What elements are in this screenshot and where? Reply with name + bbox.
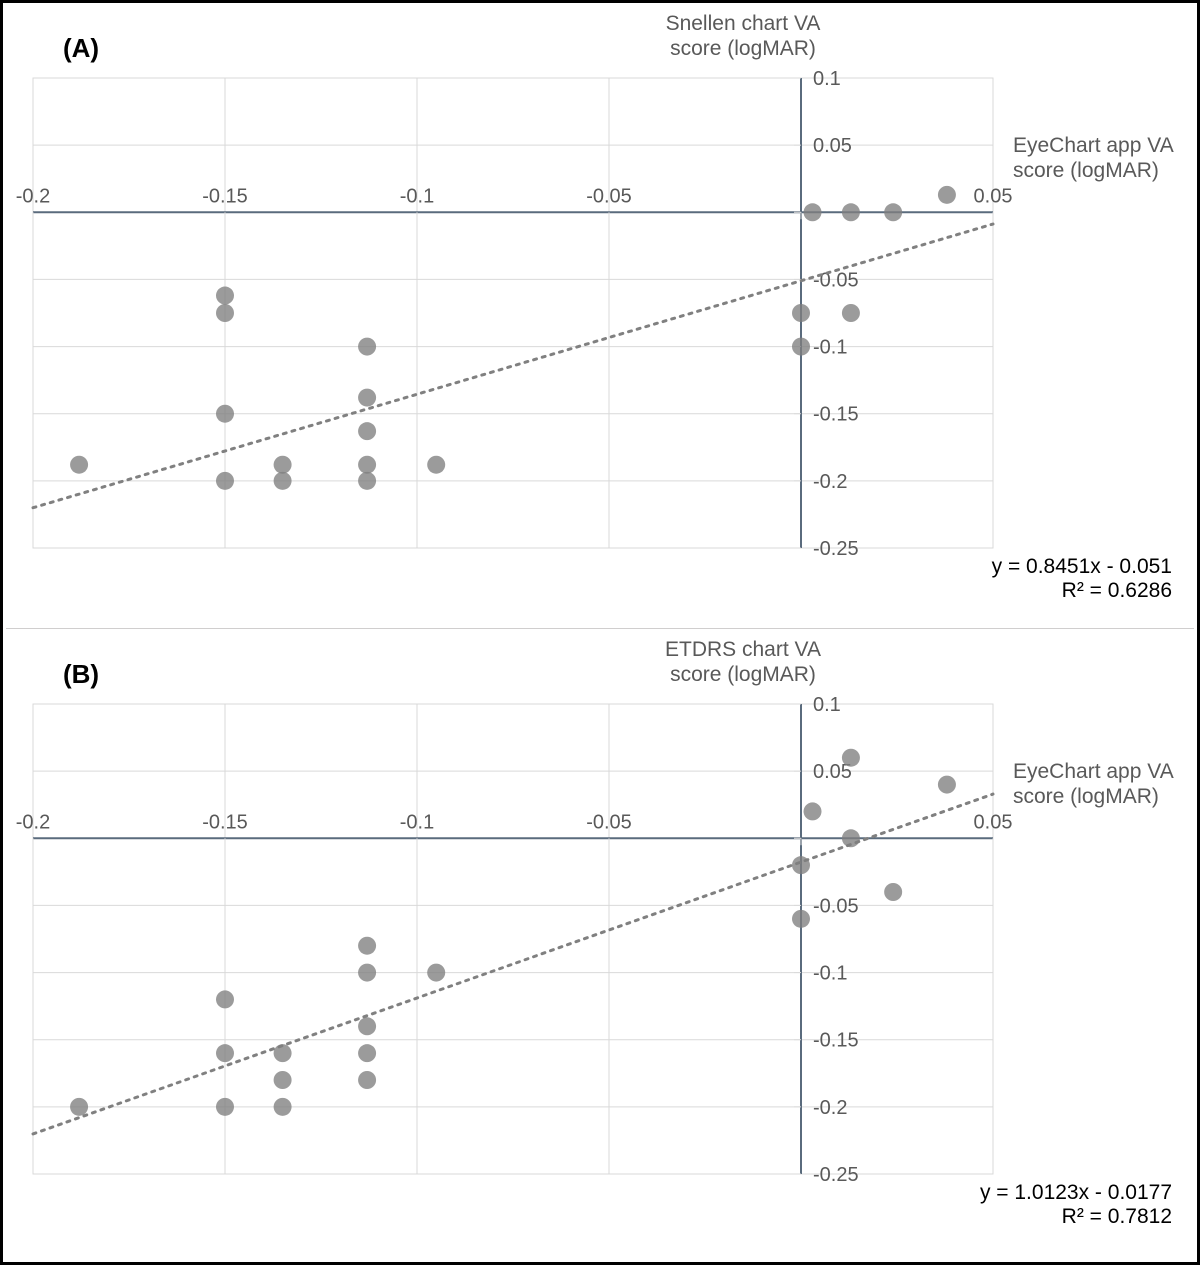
svg-text:0.1: 0.1 — [813, 68, 841, 90]
svg-text:-0.05: -0.05 — [813, 895, 859, 917]
svg-text:-0.2: -0.2 — [813, 471, 847, 493]
svg-text:-0.1: -0.1 — [813, 963, 847, 985]
panel-a-y-title: Snellen chart VA score (logMAR) — [623, 11, 863, 61]
panel-b: (B) ETDRS chart VA score (logMAR) EyeCha… — [3, 631, 1197, 1261]
panel-b-equation: y = 1.0123x - 0.0177 R² = 0.7812 — [980, 1181, 1172, 1229]
panel-a-y-title-line1: Snellen chart VA — [666, 12, 821, 35]
svg-text:-0.15: -0.15 — [202, 185, 248, 207]
svg-text:-0.15: -0.15 — [202, 811, 248, 833]
svg-text:-0.1: -0.1 — [400, 185, 434, 207]
panel-a-y-title-line2: score (logMAR) — [670, 37, 816, 60]
svg-text:-0.2: -0.2 — [813, 1097, 847, 1119]
svg-text:0.1: 0.1 — [813, 694, 841, 716]
svg-text:-0.1: -0.1 — [813, 337, 847, 359]
panel-a: (A) Snellen chart VA score (logMAR) EyeC… — [3, 3, 1197, 623]
panel-b-y-title-line2: score (logMAR) — [670, 663, 816, 686]
svg-text:-0.25: -0.25 — [813, 1164, 859, 1186]
panel-a-chart: -0.2 -0.15 -0.1 -0.05 0.05 -0.25 -0.2 -0.15 -0.1… — [3, 58, 1197, 598]
panel-b-y-title-line1: ETDRS chart VA — [665, 638, 821, 661]
panel-divider — [6, 628, 1194, 629]
svg-text:0.05: 0.05 — [974, 185, 1013, 207]
svg-text:-0.15: -0.15 — [813, 404, 859, 426]
svg-text:-0.2: -0.2 — [16, 185, 50, 207]
panel-b-chart: -0.2 -0.15 -0.1 -0.05 0.05 -0.25 -0.2 -0.15 -0.1… — [3, 684, 1197, 1224]
svg-text:-0.05: -0.05 — [813, 269, 859, 291]
svg-text:-0.2: -0.2 — [16, 811, 50, 833]
panel-b-y-title: ETDRS chart VA score (logMAR) — [623, 637, 863, 687]
svg-text:-0.15: -0.15 — [813, 1030, 859, 1052]
svg-text:-0.1: -0.1 — [400, 811, 434, 833]
svg-text:-0.25: -0.25 — [813, 538, 859, 560]
svg-text:-0.05: -0.05 — [586, 811, 632, 833]
figure-container: (A) Snellen chart VA score (logMAR) EyeC… — [0, 0, 1200, 1265]
svg-text:0.05: 0.05 — [974, 811, 1013, 833]
panel-a-equation: y = 0.8451x - 0.051 R² = 0.6286 — [992, 555, 1172, 603]
svg-text:0.05: 0.05 — [813, 135, 852, 157]
svg-text:-0.05: -0.05 — [586, 185, 632, 207]
